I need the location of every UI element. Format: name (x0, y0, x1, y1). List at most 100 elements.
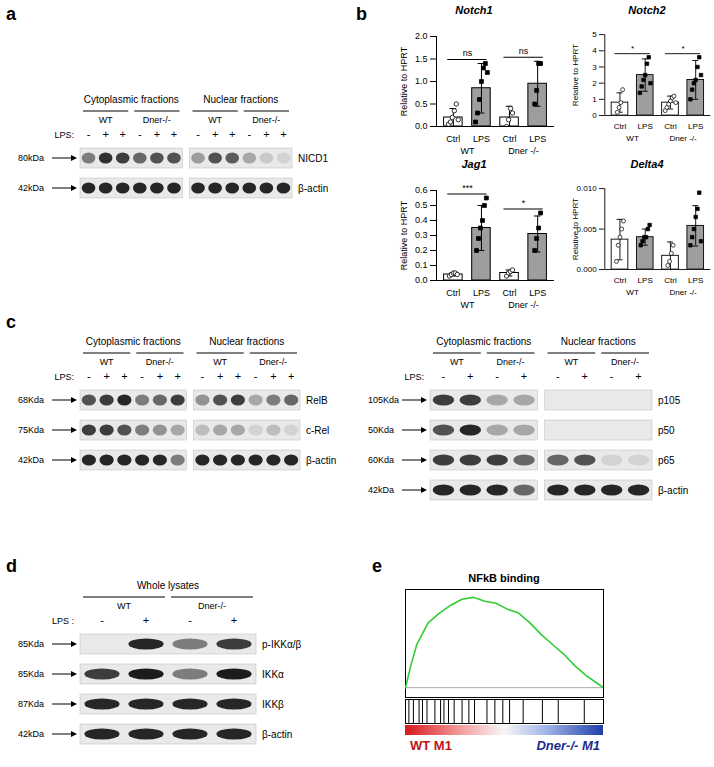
svg-text:+: + (635, 370, 641, 382)
svg-text:42kDa: 42kDa (18, 183, 44, 193)
svg-text:-: - (610, 370, 614, 382)
svg-text:+: + (288, 370, 294, 382)
svg-text:1.5: 1.5 (415, 54, 428, 64)
svg-text:0.6: 0.6 (415, 185, 428, 195)
svg-text:Dner -/-: Dner -/- (669, 134, 697, 143)
svg-text:-: - (138, 128, 142, 140)
svg-text:+: + (154, 128, 160, 140)
svg-text:85Kda: 85Kda (18, 669, 44, 679)
svg-text:WT: WT (208, 115, 222, 125)
svg-text:WT: WT (99, 115, 113, 125)
svg-text:0.5: 0.5 (415, 200, 428, 210)
svg-text:LPS:: LPS: (404, 372, 424, 382)
svg-text:WT: WT (626, 134, 639, 143)
svg-text:-: - (87, 128, 91, 140)
svg-text:WT: WT (626, 288, 639, 297)
svg-text:0.5: 0.5 (415, 99, 428, 109)
svg-text:ns: ns (463, 48, 473, 58)
svg-text:5: 5 (592, 30, 597, 39)
svg-text:c-Rel: c-Rel (306, 425, 329, 436)
svg-text:0.000: 0.000 (576, 265, 597, 274)
svg-text:0.0: 0.0 (415, 275, 428, 285)
svg-text:IKKα: IKKα (262, 669, 284, 680)
svg-text:Dner -/-: Dner -/- (669, 288, 697, 297)
svg-text:1: 1 (592, 95, 597, 104)
svg-text:Ctrl: Ctrl (503, 134, 517, 144)
svg-text:Nuclear fractions: Nuclear fractions (209, 336, 284, 347)
svg-text:68Kda: 68Kda (18, 395, 44, 405)
svg-text:1.0: 1.0 (415, 76, 428, 86)
svg-text:WT: WT (213, 357, 227, 367)
svg-text:+: + (263, 128, 269, 140)
svg-text:2: 2 (592, 79, 597, 88)
svg-text:*: * (681, 44, 685, 53)
svg-text:0.4: 0.4 (415, 215, 428, 225)
svg-text:WT: WT (100, 357, 114, 367)
svg-text:0.010: 0.010 (576, 184, 597, 193)
svg-text:*: * (522, 198, 526, 208)
svg-text:-: - (556, 370, 560, 382)
svg-text:p105: p105 (658, 395, 681, 406)
svg-text:LPS: LPS (638, 122, 654, 131)
svg-text:3: 3 (592, 63, 597, 72)
svg-text:LPS: LPS (638, 276, 654, 285)
svg-text:***: *** (462, 183, 473, 193)
svg-text:Ctrl: Ctrl (614, 122, 627, 131)
svg-text:WT: WT (117, 601, 131, 611)
svg-text:LPS: LPS (473, 134, 490, 144)
svg-text:Ctrl: Ctrl (446, 288, 460, 298)
svg-text:Relative to HPRT: Relative to HPRT (399, 200, 409, 270)
svg-text:50Kda: 50Kda (368, 425, 394, 435)
svg-text:-: - (196, 128, 200, 140)
svg-text:75Kda: 75Kda (18, 425, 44, 435)
svg-text:-: - (247, 128, 251, 140)
svg-text:Dner-/-: Dner-/- (198, 601, 226, 611)
svg-text:+: + (157, 370, 163, 382)
svg-text:IKKβ: IKKβ (262, 699, 284, 710)
svg-text:+: + (270, 370, 276, 382)
svg-text:Dner -/-: Dner -/- (508, 300, 539, 310)
svg-text:WT: WT (564, 357, 578, 367)
svg-text:β-actin: β-actin (658, 485, 688, 496)
svg-text:LPS:: LPS: (54, 372, 74, 382)
svg-text:LPS: LPS (688, 276, 704, 285)
svg-text:LPS: LPS (529, 134, 546, 144)
svg-text:WT: WT (460, 300, 474, 310)
svg-text:+: + (217, 370, 223, 382)
svg-text:-: - (100, 614, 104, 626)
svg-text:+: + (119, 128, 125, 140)
svg-text:+: + (229, 128, 235, 140)
svg-text:60Kda: 60Kda (368, 455, 394, 465)
svg-text:0: 0 (592, 111, 597, 120)
svg-text:Ctrl: Ctrl (446, 134, 460, 144)
svg-text:42kDa: 42kDa (368, 485, 394, 495)
svg-text:80kDa: 80kDa (18, 153, 44, 163)
svg-text:0.2: 0.2 (415, 245, 428, 255)
svg-text:Ctrl: Ctrl (614, 276, 627, 285)
svg-text:-: - (87, 370, 91, 382)
svg-text:+: + (103, 370, 109, 382)
svg-text:87Kda: 87Kda (18, 699, 44, 709)
svg-text:LPS: LPS (473, 288, 490, 298)
svg-text:p-IKKα/β: p-IKKα/β (262, 639, 302, 650)
svg-text:+: + (121, 370, 127, 382)
svg-text:+: + (143, 614, 149, 626)
svg-text:RelB: RelB (306, 395, 328, 406)
svg-text:Cytoplasmic fractions: Cytoplasmic fractions (86, 336, 181, 347)
svg-text:2.0: 2.0 (415, 31, 428, 41)
svg-text:+: + (582, 370, 588, 382)
svg-text:Dner-/-: Dner-/- (252, 115, 280, 125)
svg-text:LPS: LPS (529, 288, 546, 298)
svg-text:Ctrl: Ctrl (664, 122, 677, 131)
svg-text:+: + (231, 614, 237, 626)
svg-text:β-actin: β-actin (298, 183, 328, 194)
svg-text:+: + (280, 128, 286, 140)
svg-text:LPS:: LPS: (54, 130, 74, 140)
svg-text:*: * (631, 44, 635, 53)
svg-text:42kDa: 42kDa (18, 729, 44, 739)
svg-text:-: - (254, 370, 258, 382)
svg-text:β-actin: β-actin (262, 729, 292, 740)
svg-text:Dner-/-: Dner-/- (146, 357, 174, 367)
svg-text:+: + (171, 128, 177, 140)
svg-text:Relative to HPRT: Relative to HPRT (571, 198, 580, 260)
